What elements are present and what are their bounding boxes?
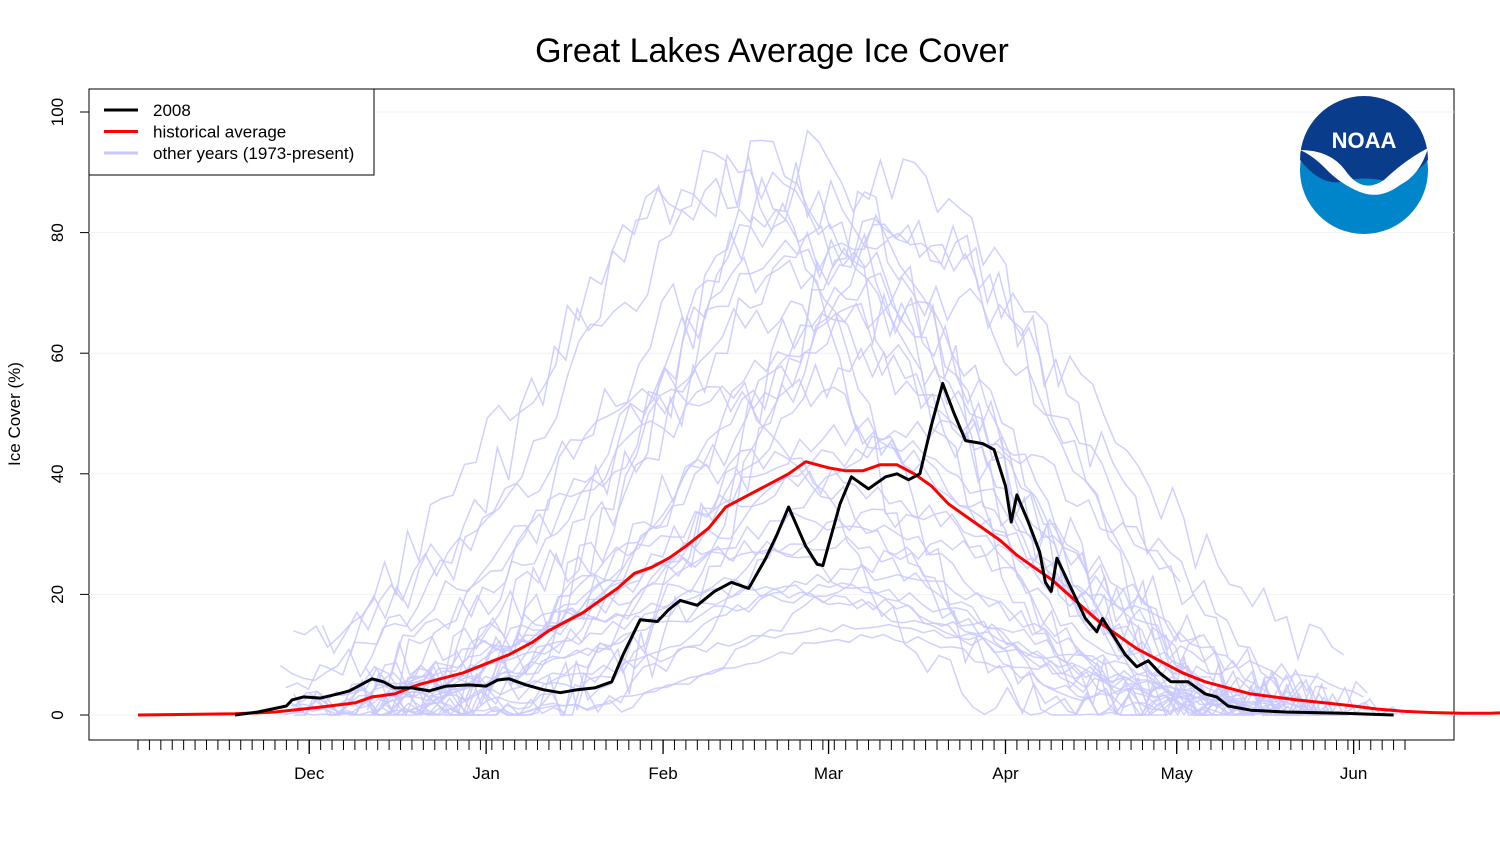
x-tick-label: Feb — [648, 764, 677, 783]
other-year-line — [285, 378, 1257, 703]
y-tick-label: 80 — [48, 223, 67, 242]
series-line-2008 — [234, 381, 1394, 717]
x-tick-label: Jan — [472, 764, 499, 783]
other-year-line — [426, 291, 1398, 717]
other-year-line — [361, 213, 1345, 706]
chart-title: Great Lakes Average Ice Cover — [535, 32, 1009, 70]
series-line-historical-average — [137, 460, 1500, 717]
x-tick-label: May — [1161, 764, 1194, 783]
y-tick-label: 60 — [48, 344, 67, 363]
legend: 2008 historical average other years (1973-… — [88, 88, 375, 176]
x-tick-label: Dec — [294, 764, 325, 783]
other-year-line — [381, 346, 1330, 717]
other-year-line — [293, 153, 1322, 717]
y-axis: 0 20 40 60 80 100 — [48, 98, 89, 720]
other-year-line — [321, 381, 1191, 717]
y-tick-label: 40 — [48, 464, 67, 483]
highlight-lines — [137, 381, 1500, 717]
other-year-line — [297, 272, 1212, 718]
noaa-logo: NOAA — [1300, 96, 1428, 234]
other-year-line — [366, 157, 1201, 717]
x-axis: Dec Jan Feb Mar Apr May Jun — [137, 740, 1406, 783]
y-tick-label: 20 — [48, 585, 67, 604]
other-year-line — [350, 129, 1345, 718]
other-year-line — [289, 633, 1238, 716]
other-year-line — [291, 593, 1308, 712]
other-year-line — [308, 586, 1223, 707]
other-year-line — [393, 539, 1364, 716]
logo-bird-wave — [1300, 148, 1428, 195]
legend-label: 2008 — [153, 101, 191, 120]
legend-label: historical average — [153, 123, 286, 142]
other-year-line — [283, 545, 1289, 716]
y-tick-label: 0 — [48, 710, 67, 719]
other-year-line — [409, 466, 1278, 705]
other-year-line — [293, 162, 1311, 717]
y-tick-label: 100 — [48, 98, 67, 126]
other-year-line — [279, 149, 1388, 717]
other-year-line — [370, 218, 1319, 717]
other-year-line — [348, 217, 1229, 718]
other-years-lines — [279, 129, 1405, 718]
legend-label: other years (1973-present) — [153, 144, 354, 163]
other-year-line — [361, 582, 1333, 709]
x-tick-label: Jun — [1340, 764, 1367, 783]
plot-frame — [88, 88, 1455, 741]
logo-text: NOAA — [1332, 128, 1397, 153]
other-year-line — [320, 423, 1303, 716]
x-tick-label: Apr — [992, 764, 1019, 783]
other-year-line — [353, 276, 1256, 699]
x-tick-label: Mar — [814, 764, 844, 783]
y-axis-label: Ice Cover (%) — [5, 362, 24, 466]
other-year-line — [366, 256, 1304, 717]
